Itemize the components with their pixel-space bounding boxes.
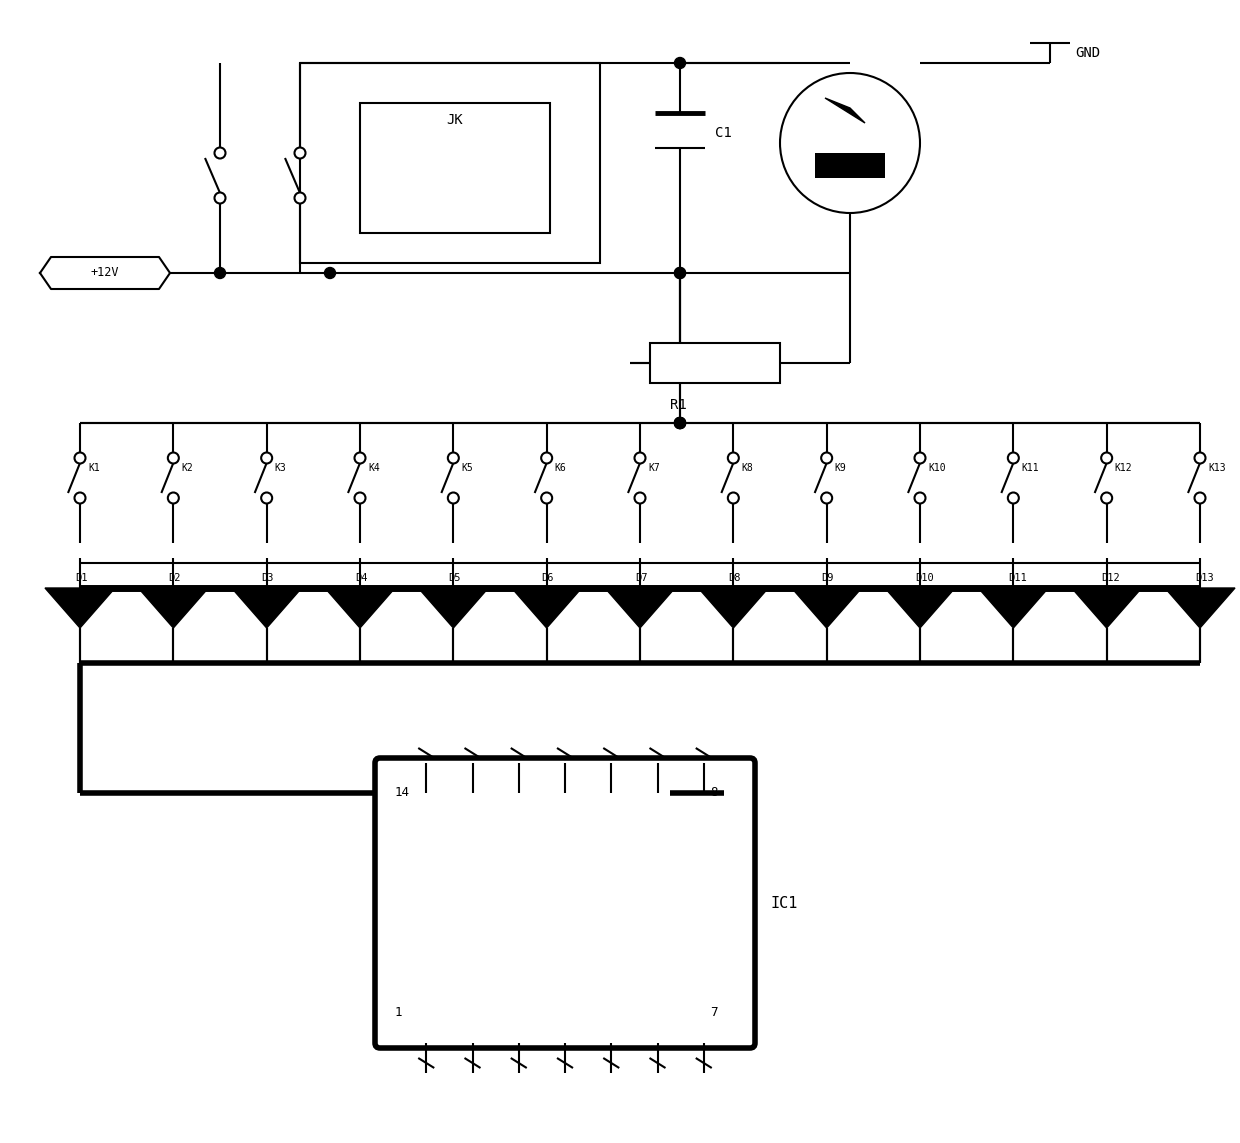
Text: K12: K12 xyxy=(1115,463,1132,473)
Circle shape xyxy=(780,73,920,213)
Circle shape xyxy=(262,493,272,504)
Text: K1: K1 xyxy=(88,463,99,473)
Circle shape xyxy=(821,453,832,464)
Text: JK: JK xyxy=(446,113,464,127)
Circle shape xyxy=(295,192,305,203)
Text: D13: D13 xyxy=(1195,573,1214,583)
Circle shape xyxy=(675,57,686,69)
Text: K13: K13 xyxy=(1208,463,1225,473)
Polygon shape xyxy=(791,588,862,628)
Text: K10: K10 xyxy=(928,463,946,473)
Polygon shape xyxy=(1166,588,1235,628)
Circle shape xyxy=(215,192,226,203)
Text: D11: D11 xyxy=(1008,573,1027,583)
Text: D9: D9 xyxy=(822,573,835,583)
Text: D5: D5 xyxy=(449,573,461,583)
Polygon shape xyxy=(825,98,866,123)
Text: 14: 14 xyxy=(396,786,410,799)
Polygon shape xyxy=(978,588,1048,628)
Circle shape xyxy=(1194,453,1205,464)
Text: IC1: IC1 xyxy=(770,895,797,911)
Text: K3: K3 xyxy=(275,463,286,473)
Circle shape xyxy=(1008,453,1019,464)
Polygon shape xyxy=(232,588,301,628)
Circle shape xyxy=(675,417,686,429)
Circle shape xyxy=(915,453,925,464)
Bar xyxy=(650,343,780,383)
Circle shape xyxy=(635,453,646,464)
Polygon shape xyxy=(325,588,396,628)
Text: K8: K8 xyxy=(742,463,753,473)
Circle shape xyxy=(635,493,646,504)
Text: +12V: +12V xyxy=(91,266,119,280)
Text: D4: D4 xyxy=(355,573,367,583)
Text: 1: 1 xyxy=(396,1007,403,1020)
Text: D2: D2 xyxy=(169,573,181,583)
Text: K2: K2 xyxy=(181,463,193,473)
Circle shape xyxy=(325,267,336,279)
Circle shape xyxy=(74,493,86,504)
Text: K9: K9 xyxy=(835,463,847,473)
Circle shape xyxy=(675,417,686,429)
Text: 8: 8 xyxy=(711,786,718,799)
Text: K6: K6 xyxy=(554,463,567,473)
Text: D1: D1 xyxy=(74,573,88,583)
Circle shape xyxy=(541,453,552,464)
Circle shape xyxy=(215,267,226,279)
Text: D7: D7 xyxy=(635,573,647,583)
Polygon shape xyxy=(885,588,955,628)
Circle shape xyxy=(262,453,272,464)
Circle shape xyxy=(448,453,459,464)
Polygon shape xyxy=(605,588,675,628)
Bar xyxy=(815,153,885,178)
Circle shape xyxy=(355,453,366,464)
Circle shape xyxy=(1101,493,1112,504)
Circle shape xyxy=(728,493,739,504)
Text: K7: K7 xyxy=(649,463,660,473)
Circle shape xyxy=(675,417,686,429)
Circle shape xyxy=(728,453,739,464)
Polygon shape xyxy=(418,588,489,628)
Text: K4: K4 xyxy=(368,463,379,473)
Circle shape xyxy=(675,267,686,279)
Circle shape xyxy=(295,147,305,159)
Circle shape xyxy=(675,417,686,429)
Text: D6: D6 xyxy=(542,573,554,583)
Bar xyxy=(300,63,600,263)
Bar xyxy=(360,103,551,233)
Text: D10: D10 xyxy=(915,573,934,583)
Circle shape xyxy=(74,453,86,464)
Circle shape xyxy=(541,493,552,504)
Text: K5: K5 xyxy=(461,463,474,473)
Text: D12: D12 xyxy=(1101,573,1121,583)
Polygon shape xyxy=(512,588,582,628)
Circle shape xyxy=(1194,493,1205,504)
Text: D8: D8 xyxy=(728,573,740,583)
Circle shape xyxy=(675,267,686,279)
Circle shape xyxy=(448,493,459,504)
FancyBboxPatch shape xyxy=(374,758,755,1048)
Text: 7: 7 xyxy=(711,1007,718,1020)
Polygon shape xyxy=(698,588,769,628)
Text: R1: R1 xyxy=(670,398,687,411)
Polygon shape xyxy=(45,588,115,628)
Circle shape xyxy=(821,493,832,504)
Circle shape xyxy=(355,493,366,504)
Polygon shape xyxy=(139,588,208,628)
Circle shape xyxy=(215,147,226,159)
Circle shape xyxy=(1008,493,1019,504)
Text: GND: GND xyxy=(1075,46,1100,59)
Circle shape xyxy=(1101,453,1112,464)
Circle shape xyxy=(167,493,179,504)
Circle shape xyxy=(915,493,925,504)
Text: K11: K11 xyxy=(1022,463,1039,473)
Text: C1: C1 xyxy=(715,126,732,139)
Circle shape xyxy=(167,453,179,464)
Polygon shape xyxy=(1071,588,1142,628)
Text: D3: D3 xyxy=(262,573,274,583)
